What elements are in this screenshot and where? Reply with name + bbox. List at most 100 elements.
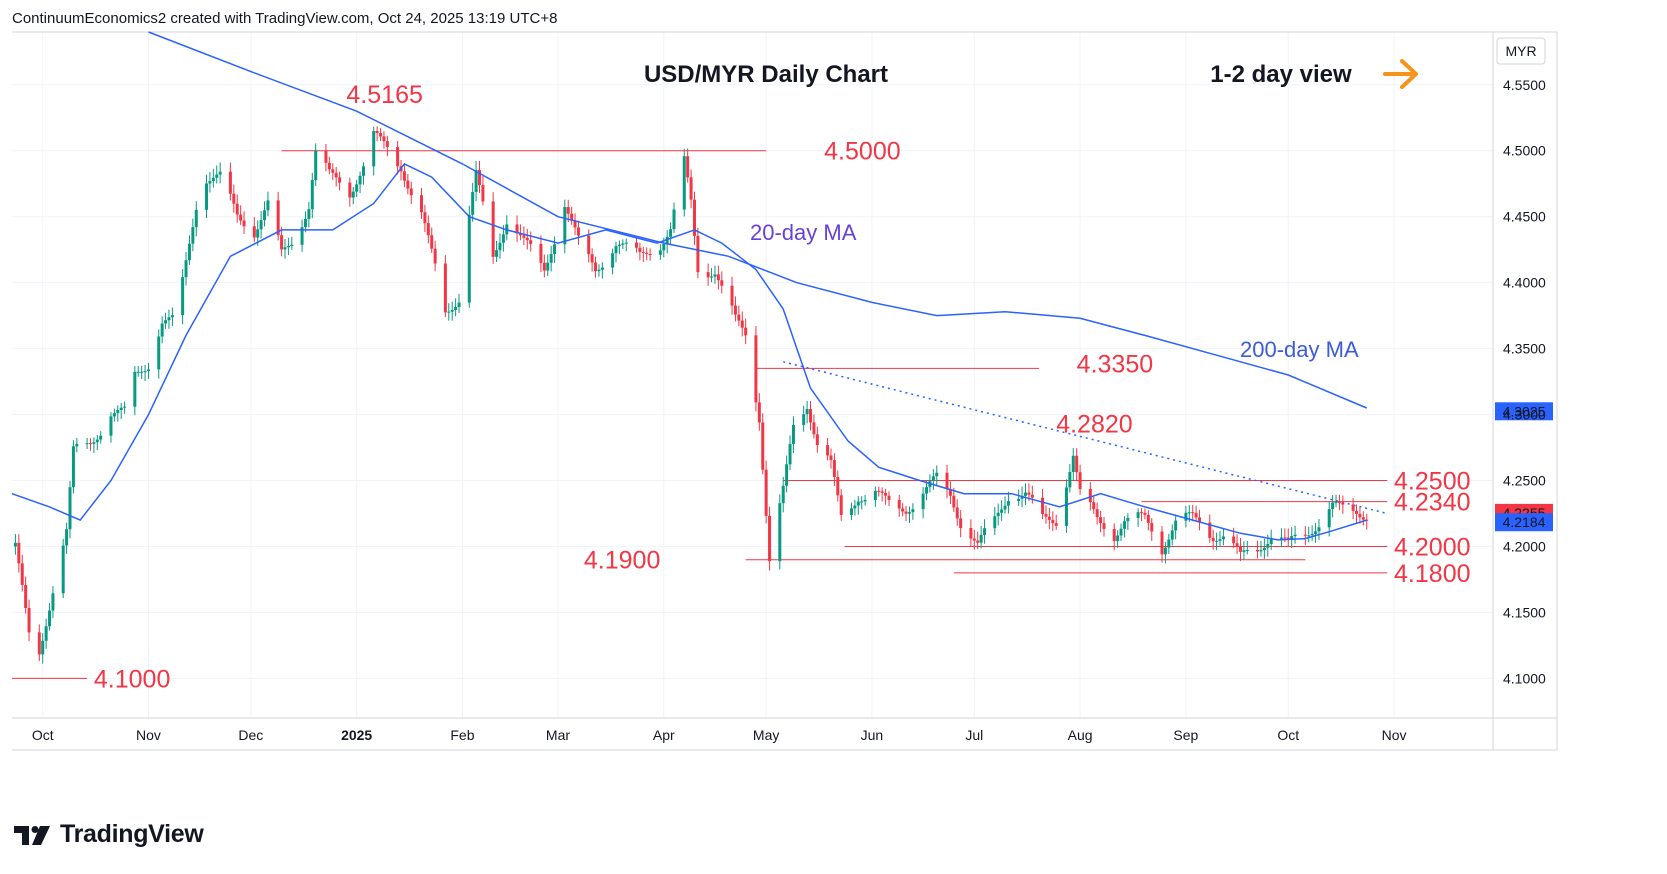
x-tick-label: Oct [1277, 727, 1299, 743]
candle-body [539, 243, 543, 263]
candle-body [802, 414, 806, 425]
candle-body [307, 209, 311, 219]
candle-body [454, 306, 458, 311]
candle-body [648, 254, 652, 256]
candle-body [160, 323, 164, 337]
candle-body [300, 227, 304, 245]
candle-body [1358, 513, 1362, 518]
candle-body [1208, 522, 1212, 538]
candle-body [1000, 509, 1004, 513]
candle-body [396, 147, 400, 167]
candle-body [1303, 534, 1307, 536]
candle-body [849, 508, 853, 515]
candle-body [877, 490, 881, 492]
candle-body [358, 175, 362, 185]
candle-body [1290, 536, 1294, 539]
candle-body [682, 156, 686, 210]
x-axis[interactable]: Oct Nov Dec 2025 Feb Mar Apr May Jun Jul Aug Sep Oct… [32, 727, 1407, 743]
candle-body [764, 469, 768, 516]
candle-body [566, 207, 570, 214]
candle-body [501, 234, 505, 243]
candle-body [1218, 539, 1222, 541]
candle-body [761, 422, 765, 470]
candle-body [1245, 549, 1249, 551]
candle-body [430, 235, 434, 249]
candle-body [781, 485, 785, 504]
price-label-bg [1495, 513, 1553, 532]
candle-body [1041, 497, 1045, 515]
level-lines [12, 150, 1388, 679]
candle-body [478, 170, 482, 186]
candle-body [382, 136, 386, 142]
tradingview-logo-icon [14, 825, 50, 845]
candle-body [1167, 539, 1171, 548]
candle-body [51, 593, 55, 611]
candle-body [1307, 535, 1311, 537]
x-tick-label: Nov [1382, 727, 1407, 743]
candle-body [713, 274, 717, 277]
candle-body [280, 235, 284, 250]
y-tick-label: 4.2000 [1503, 539, 1546, 555]
candle-body [498, 242, 502, 251]
candle-body [1242, 550, 1246, 552]
x-tick-label: Mar [546, 727, 570, 743]
candle-body [1143, 512, 1147, 515]
x-tick-label: Jul [965, 727, 983, 743]
y-tick-label: 4.3000 [1503, 407, 1546, 423]
candle-body [658, 250, 662, 255]
candle-body [1116, 535, 1120, 542]
candle-body [1071, 455, 1075, 472]
tradingview-logo[interactable]: TradingView [14, 820, 204, 849]
currency-label: MYR [1505, 43, 1536, 59]
ma200-label: 200-day MA [1240, 337, 1359, 362]
candle-body [1099, 517, 1103, 524]
20-day-maline [11, 162, 1367, 541]
trendline [783, 361, 1388, 515]
candle-body [672, 209, 676, 230]
candle-body [925, 487, 929, 494]
candle-body [839, 495, 843, 515]
y-axis[interactable]: MYR4.55004.50004.45004.40004.35004.30004… [1496, 37, 1546, 686]
candle-body [522, 235, 526, 238]
tradingview-brand: TradingView [60, 820, 204, 848]
level-label: 4.2000 [1394, 534, 1470, 562]
candle-body [983, 528, 987, 535]
candle-body [1269, 538, 1273, 544]
candle-body [242, 220, 246, 227]
candle-body [1102, 523, 1106, 529]
candle-body [638, 247, 642, 252]
level-label: 4.5000 [824, 138, 900, 166]
candle-body [1341, 502, 1345, 505]
candle-body [1095, 509, 1099, 518]
candle-body [873, 490, 877, 500]
candle-body [621, 243, 625, 245]
candle-body [969, 528, 973, 539]
candle-body [525, 237, 529, 241]
candle-body [594, 262, 598, 272]
candle-body [37, 632, 41, 655]
candle-body [791, 424, 795, 445]
candle-body [372, 131, 376, 167]
candle-body [123, 406, 127, 408]
candle-body [778, 503, 782, 562]
candle-body [239, 214, 243, 221]
level-label: 4.5165 [346, 81, 422, 109]
candle-body [143, 371, 147, 373]
candle-body [730, 285, 734, 306]
candle-body [92, 442, 96, 444]
candle-body [884, 492, 888, 496]
candle-body [65, 529, 69, 546]
x-tick-label: Dec [238, 727, 263, 743]
candle-body [109, 416, 113, 436]
candle-body [1327, 509, 1331, 528]
candle-body [1235, 543, 1239, 547]
candle-body [1355, 510, 1359, 514]
level-label: 4.2820 [1056, 410, 1132, 438]
candle-body [1187, 512, 1191, 514]
candle-body [887, 495, 891, 500]
candle-body [740, 320, 744, 328]
candle-body [515, 224, 519, 234]
candle-body [351, 191, 355, 198]
candle-body [1163, 547, 1167, 555]
candle-body [17, 542, 21, 564]
